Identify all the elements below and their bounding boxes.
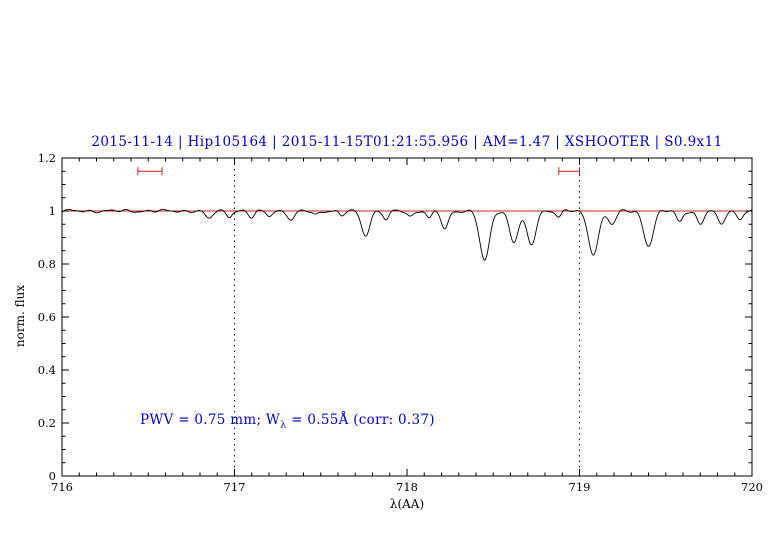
y-tick-label: 1 xyxy=(49,204,56,218)
pwv-annotation-lambda-sub: λ xyxy=(280,419,287,431)
y-tick-label: 0.8 xyxy=(38,257,56,271)
x-tick-label: 717 xyxy=(224,480,246,494)
spectrum-line xyxy=(61,208,753,261)
x-tick-label: 719 xyxy=(569,480,591,494)
y-tick-label: 1.2 xyxy=(38,151,56,165)
y-tick-label: 0.6 xyxy=(38,310,56,324)
pwv-annotation-suffix: = 0.55Å (corr: 0.37) xyxy=(286,412,435,428)
x-axis-label: λ(AA) xyxy=(389,497,425,511)
pwv-annotation-prefix: PWV = 0.75 mm; W xyxy=(140,412,281,428)
y-tick-label: 0 xyxy=(49,469,56,483)
y-tick-label: 0.2 xyxy=(38,416,56,430)
y-axis-label: norm. flux xyxy=(13,284,27,348)
pwv-annotation: PWV = 0.75 mm; Wλ = 0.55Å (corr: 0.37) xyxy=(140,412,435,431)
x-tick-label: 716 xyxy=(51,480,73,494)
x-tick-label: 720 xyxy=(741,480,763,494)
plot-title: 2015-11-14 | Hip105164 | 2015-11-15T01:2… xyxy=(91,134,723,150)
x-tick-label: 718 xyxy=(396,480,418,494)
y-tick-label: 0.4 xyxy=(38,363,56,377)
